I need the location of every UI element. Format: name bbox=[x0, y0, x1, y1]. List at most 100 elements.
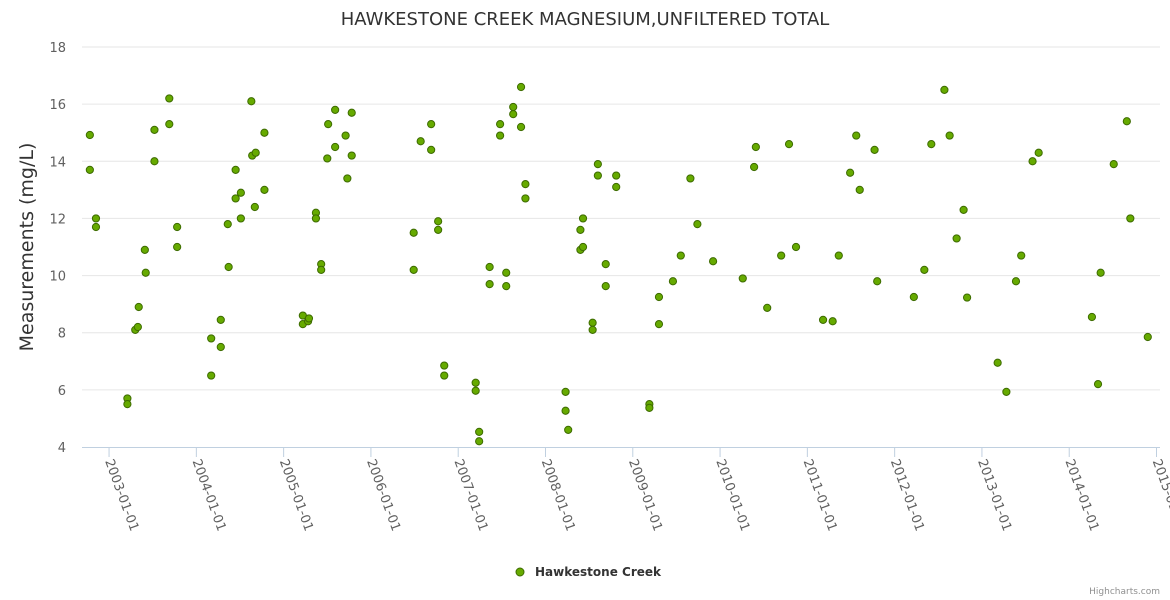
data-point[interactable] bbox=[601, 282, 610, 291]
data-point[interactable] bbox=[91, 222, 101, 232]
data-point[interactable] bbox=[561, 406, 570, 415]
data-point[interactable] bbox=[1017, 251, 1026, 260]
data-point[interactable] bbox=[1034, 148, 1043, 157]
data-point[interactable] bbox=[260, 185, 269, 194]
legend-label[interactable]: Hawkestone Creek bbox=[535, 565, 662, 579]
data-point[interactable] bbox=[304, 314, 314, 323]
data-point[interactable] bbox=[612, 171, 621, 180]
data-point[interactable] bbox=[654, 320, 664, 329]
data-point[interactable] bbox=[750, 162, 759, 172]
data-point[interactable] bbox=[645, 403, 654, 412]
data-point[interactable] bbox=[763, 303, 772, 312]
data-point[interactable] bbox=[485, 262, 494, 272]
data-point[interactable] bbox=[576, 225, 585, 234]
data-point[interactable] bbox=[216, 342, 225, 352]
data-point[interactable] bbox=[409, 228, 418, 237]
data-point[interactable] bbox=[85, 130, 94, 140]
data-point[interactable] bbox=[141, 268, 150, 277]
data-point[interactable] bbox=[784, 140, 794, 149]
data-point[interactable] bbox=[427, 145, 436, 154]
data-point[interactable] bbox=[738, 274, 747, 283]
data-point[interactable] bbox=[165, 94, 174, 103]
data-point[interactable] bbox=[347, 151, 356, 160]
data-point[interactable] bbox=[834, 251, 843, 260]
data-point[interactable] bbox=[150, 157, 159, 166]
data-point[interactable] bbox=[485, 280, 494, 289]
data-point[interactable] bbox=[1122, 117, 1131, 126]
data-point[interactable] bbox=[91, 214, 101, 223]
data-point[interactable] bbox=[231, 194, 240, 203]
data-point[interactable] bbox=[516, 122, 526, 132]
data-point[interactable] bbox=[852, 131, 861, 140]
data-point[interactable] bbox=[1002, 387, 1011, 396]
data-point[interactable] bbox=[496, 131, 505, 140]
data-point[interactable] bbox=[416, 137, 425, 146]
data-point[interactable] bbox=[1109, 160, 1118, 169]
data-point[interactable] bbox=[1087, 312, 1097, 322]
data-point[interactable] bbox=[207, 334, 216, 343]
data-point[interactable] bbox=[140, 245, 149, 254]
data-point[interactable] bbox=[588, 318, 597, 327]
data-point[interactable] bbox=[873, 277, 882, 286]
data-point[interactable] bbox=[828, 317, 837, 326]
data-point[interactable] bbox=[133, 322, 142, 332]
data-point[interactable] bbox=[165, 120, 174, 129]
data-point[interactable] bbox=[440, 371, 449, 380]
data-point[interactable] bbox=[578, 214, 588, 223]
data-point[interactable] bbox=[247, 97, 256, 106]
data-point[interactable] bbox=[791, 242, 801, 252]
data-point[interactable] bbox=[693, 220, 702, 229]
data-point[interactable] bbox=[434, 225, 443, 234]
data-point[interactable] bbox=[927, 140, 936, 149]
data-point[interactable] bbox=[323, 154, 332, 163]
data-point[interactable] bbox=[440, 361, 449, 370]
data-point[interactable] bbox=[962, 293, 972, 302]
data-point[interactable] bbox=[516, 82, 526, 92]
data-point[interactable] bbox=[502, 282, 511, 291]
data-point[interactable] bbox=[427, 120, 436, 129]
data-point[interactable] bbox=[777, 251, 786, 260]
data-point[interactable] bbox=[509, 110, 518, 119]
data-point[interactable] bbox=[85, 165, 94, 174]
data-point[interactable] bbox=[502, 268, 511, 277]
data-point[interactable] bbox=[521, 180, 530, 189]
data-point[interactable] bbox=[612, 182, 621, 192]
data-point[interactable] bbox=[708, 257, 718, 266]
data-point[interactable] bbox=[959, 205, 968, 214]
data-point[interactable] bbox=[150, 125, 159, 134]
data-point[interactable] bbox=[909, 292, 918, 302]
data-point[interactable] bbox=[561, 387, 570, 396]
data-point[interactable] bbox=[434, 217, 443, 226]
data-point[interactable] bbox=[993, 358, 1002, 367]
data-point[interactable] bbox=[1143, 332, 1152, 342]
data-point[interactable] bbox=[1011, 277, 1021, 286]
data-point[interactable] bbox=[311, 214, 321, 223]
data-point[interactable] bbox=[236, 188, 245, 197]
data-point[interactable] bbox=[173, 222, 182, 232]
data-point[interactable] bbox=[668, 277, 678, 286]
data-point[interactable] bbox=[1096, 268, 1105, 277]
data-point[interactable] bbox=[475, 427, 484, 436]
data-point[interactable] bbox=[1093, 380, 1103, 389]
data-point[interactable] bbox=[920, 265, 929, 274]
data-point[interactable] bbox=[224, 262, 233, 272]
legend-item-hawkestone-creek[interactable]: Hawkestone Creek bbox=[515, 565, 662, 579]
data-point[interactable] bbox=[123, 400, 132, 409]
data-point[interactable] bbox=[509, 102, 518, 112]
data-point[interactable] bbox=[952, 234, 961, 243]
data-point[interactable] bbox=[846, 168, 855, 177]
data-point[interactable] bbox=[940, 85, 949, 94]
data-point[interactable] bbox=[593, 160, 602, 169]
data-point[interactable] bbox=[341, 131, 350, 140]
data-point[interactable] bbox=[496, 120, 505, 129]
data-point[interactable] bbox=[475, 437, 484, 446]
data-point[interactable] bbox=[521, 194, 530, 203]
data-point[interactable] bbox=[578, 242, 588, 252]
data-point[interactable] bbox=[751, 142, 760, 152]
data-point[interactable] bbox=[1028, 157, 1037, 166]
data-point[interactable] bbox=[331, 142, 340, 152]
data-point[interactable] bbox=[173, 242, 182, 252]
data-point[interactable] bbox=[331, 105, 340, 114]
data-point[interactable] bbox=[409, 265, 418, 274]
data-point[interactable] bbox=[593, 171, 602, 180]
